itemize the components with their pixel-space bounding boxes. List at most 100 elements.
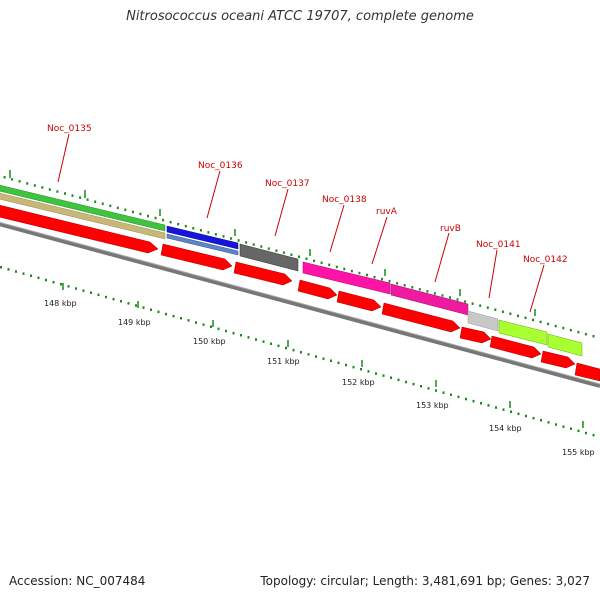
minor-tick <box>237 239 240 242</box>
minor-tick <box>252 243 255 246</box>
minor-tick <box>56 190 59 193</box>
minor-tick <box>441 294 444 297</box>
minor-tick <box>94 200 97 203</box>
inner-minor-ticks <box>0 266 595 437</box>
minor-tick <box>97 293 100 297</box>
feature-bar-noc0135-tan <box>0 192 166 240</box>
minor-tick <box>390 376 392 379</box>
minor-tick <box>569 328 572 332</box>
minor-tick <box>442 391 445 394</box>
feature-bar-noc0142-lime <box>547 333 583 357</box>
minor-tick <box>328 263 331 267</box>
feature-track-outer <box>0 184 583 357</box>
minor-tick <box>502 408 505 411</box>
minor-tick <box>120 300 122 303</box>
minor-tick <box>33 184 36 187</box>
minor-tick <box>262 340 265 343</box>
minor-tick <box>487 404 490 407</box>
minor-tick <box>101 202 104 205</box>
genome-backbone <box>0 222 600 388</box>
minor-tick <box>48 188 51 191</box>
minor-tick <box>217 327 220 331</box>
minor-tick <box>456 298 459 301</box>
minor-tick <box>465 397 467 401</box>
minor-tick <box>245 241 248 244</box>
minor-tick <box>139 212 142 216</box>
feature-bar-noc0137-gray <box>239 243 299 272</box>
label-leaders <box>57 133 545 313</box>
minor-tick <box>0 266 2 269</box>
minor-tick <box>240 334 242 337</box>
minor-tick <box>375 372 377 375</box>
minor-tick <box>135 304 137 307</box>
minor-tick <box>82 289 85 292</box>
minor-tick <box>337 361 340 365</box>
minor-tick <box>360 368 362 371</box>
minor-tick <box>577 330 580 334</box>
kbp-label: 150 kbp <box>193 337 226 346</box>
minor-tick <box>427 387 430 390</box>
feature-bar-noc0136-lightblue <box>166 233 239 256</box>
minor-tick <box>450 393 452 396</box>
minor-tick <box>127 302 130 305</box>
kbp-label: 149 kbp <box>118 318 151 327</box>
minor-tick <box>486 306 489 309</box>
minor-tick <box>412 382 415 386</box>
minor-tick <box>592 335 595 338</box>
minor-tick <box>350 269 353 273</box>
minor-tick <box>539 320 542 324</box>
genome-backbone-highlight <box>0 221 600 385</box>
minor-tick <box>457 395 460 399</box>
minor-tick <box>307 353 310 356</box>
minor-tick <box>585 431 587 435</box>
minor-tick <box>495 406 497 409</box>
minor-tick <box>275 249 278 252</box>
cds-arrow <box>0 204 159 254</box>
map-title: Nitrosococcus oceani ATCC 19707, complet… <box>126 9 474 24</box>
minor-tick <box>509 312 512 315</box>
minor-tick <box>396 282 399 285</box>
minor-tick <box>547 322 550 326</box>
minor-tick <box>37 276 40 280</box>
minor-tick <box>472 399 475 403</box>
minor-tick <box>131 210 134 214</box>
gene-label-noc0137: Noc_0137 <box>265 179 310 189</box>
minor-tick <box>352 365 355 369</box>
minor-tick <box>3 176 6 179</box>
minor-tick <box>517 314 519 318</box>
minor-tick <box>388 279 391 283</box>
minor-tick <box>116 206 119 210</box>
cds-arrow <box>297 279 338 300</box>
minor-tick <box>426 290 429 293</box>
cds-arrow <box>489 335 542 359</box>
feature-bar-noc0138-pink <box>302 261 391 295</box>
minor-tick <box>397 378 400 382</box>
accession-text: Accession: NC_007484 <box>9 574 146 588</box>
minor-tick <box>555 423 557 426</box>
minor-tick <box>330 359 332 362</box>
minor-tick <box>214 233 217 236</box>
minor-tick <box>124 208 127 212</box>
minor-tick <box>232 331 235 335</box>
minor-tick <box>154 216 157 220</box>
minor-tick <box>540 419 542 422</box>
minor-tick <box>532 416 535 420</box>
minor-tick <box>313 259 316 263</box>
minor-tick <box>255 338 257 341</box>
minor-tick <box>494 308 497 311</box>
genome-stats-text: Topology: circular; Length: 3,481,691 bp… <box>260 574 590 588</box>
minor-tick <box>479 304 482 307</box>
minor-tick <box>157 310 160 314</box>
kbp-label: 154 kbp <box>489 424 522 433</box>
minor-tick <box>282 251 285 254</box>
minor-tick <box>64 192 66 195</box>
minor-tick <box>60 283 62 286</box>
minor-tick <box>471 302 474 305</box>
kbp-label: 151 kbp <box>267 357 300 366</box>
minor-tick <box>260 245 263 248</box>
minor-tick <box>501 310 504 313</box>
minor-tick <box>335 265 338 269</box>
cds-arrow <box>459 326 492 344</box>
kbp-label: 155 kbp <box>562 448 595 457</box>
